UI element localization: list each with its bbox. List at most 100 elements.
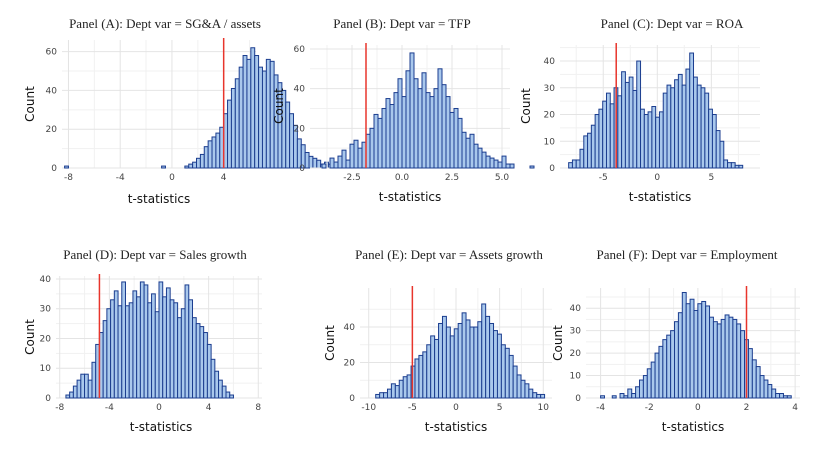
histogram-bar xyxy=(418,354,424,399)
histogram-bar xyxy=(121,281,126,399)
histogram-bar xyxy=(211,136,217,169)
x-tick-label: 4 xyxy=(221,173,227,183)
histogram-bar xyxy=(393,92,399,169)
histogram-bar xyxy=(689,298,695,399)
histogram-bar xyxy=(261,70,267,169)
histogram-bar xyxy=(681,84,687,169)
y-tick-label: 40 xyxy=(40,275,52,285)
histogram-bar xyxy=(632,89,638,169)
histogram-bar xyxy=(406,374,412,399)
histogram-bar xyxy=(154,311,160,399)
histogram-bar xyxy=(199,153,205,169)
histogram-bar xyxy=(654,352,660,399)
histogram-bar xyxy=(728,316,734,399)
y-tick-label: 20 xyxy=(294,124,306,134)
histogram-bar xyxy=(485,155,491,169)
x-tick-label: 5 xyxy=(708,173,714,183)
histogram-bar xyxy=(493,159,499,169)
histogram-bar xyxy=(369,127,375,169)
x-tick-label: 0.0 xyxy=(395,173,410,183)
histogram-bar xyxy=(445,96,451,169)
histogram-bar xyxy=(453,328,459,399)
x-tick-label: -10 xyxy=(361,403,376,413)
histogram-bar xyxy=(210,358,216,399)
histogram-bar xyxy=(128,302,134,399)
histogram-bar xyxy=(496,333,502,399)
histogram-bar xyxy=(195,323,201,399)
histogram-bar xyxy=(662,339,668,399)
y-tick-label: 40 xyxy=(46,86,58,96)
histogram-bar xyxy=(192,161,198,169)
histogram-bar xyxy=(759,375,765,399)
histogram-bar xyxy=(755,366,761,399)
histogram-bar xyxy=(357,147,363,169)
histogram-bar xyxy=(413,78,419,169)
x-tick-label: -2.5 xyxy=(343,173,361,183)
histogram-bar xyxy=(434,338,440,399)
histogram-bar xyxy=(333,161,339,169)
histogram-bar xyxy=(110,299,115,399)
histogram-bar xyxy=(308,155,314,169)
histogram-bar xyxy=(711,114,717,169)
histogram-bar xyxy=(685,303,691,399)
histogram-bar xyxy=(528,388,534,399)
panel-title: Panel (E): Dept var = Assets growth xyxy=(355,247,543,262)
histogram-bar xyxy=(617,95,623,169)
histogram-bar xyxy=(132,290,138,399)
histogram-bar xyxy=(670,87,676,169)
histogram-bar xyxy=(658,345,664,399)
histogram-bar xyxy=(647,111,653,169)
histogram-bar xyxy=(643,114,649,169)
histogram-bar xyxy=(143,284,149,399)
histogram-bar xyxy=(504,347,510,399)
histogram-bar xyxy=(229,394,234,399)
histogram-bar xyxy=(422,351,428,399)
histogram-bar xyxy=(536,393,542,399)
histogram-bar xyxy=(751,359,757,399)
histogram-bar xyxy=(732,318,738,399)
y-axis-label: Count xyxy=(551,325,565,361)
histogram-bar xyxy=(206,343,212,399)
panel-a: Panel (A): Dept var = SG&A / assets t-st… xyxy=(23,16,345,206)
histogram-bar xyxy=(736,323,742,399)
histogram-bar xyxy=(775,393,781,399)
y-tick-label: 40 xyxy=(344,323,356,333)
histogram-bar xyxy=(184,284,190,399)
histogram-bar xyxy=(701,300,707,399)
histogram-bar xyxy=(724,314,730,399)
histogram-bar xyxy=(481,151,487,169)
y-tick-label: 30 xyxy=(570,327,582,337)
y-tick-label: 40 xyxy=(294,85,306,95)
histogram-bar xyxy=(321,163,327,169)
histogram-bar xyxy=(650,361,656,399)
y-tick-label: 10 xyxy=(570,372,582,382)
histogram-bar xyxy=(600,395,605,399)
histogram-bar xyxy=(151,293,156,399)
histogram-bar xyxy=(180,308,186,399)
histogram-bar xyxy=(583,135,589,169)
y-tick-label: 0 xyxy=(575,394,581,404)
histogram-bar xyxy=(246,58,252,169)
histogram-bar xyxy=(345,159,351,169)
x-tick-label: -4 xyxy=(116,173,125,183)
panel-e: Panel (E): Dept var = Assets growth t-st… xyxy=(323,247,552,434)
histogram-bar xyxy=(242,55,248,169)
histogram-bar xyxy=(207,140,213,169)
x-tick-label: 0 xyxy=(169,173,175,183)
x-axis-label: t-statistics xyxy=(662,420,725,434)
histogram-bar xyxy=(681,291,687,399)
histogram-bar xyxy=(696,84,702,169)
histogram-bar xyxy=(390,383,396,399)
histogram-bar xyxy=(723,159,729,169)
panel-title: Panel (B): Dept var = TFP xyxy=(333,16,470,31)
histogram-bar xyxy=(188,299,194,399)
histogram-bar xyxy=(250,47,256,169)
histogram-bar xyxy=(192,317,197,399)
x-axis-label: t-statistics xyxy=(128,192,191,206)
histogram-bar xyxy=(473,326,479,399)
y-tick-label: 0 xyxy=(349,394,355,404)
x-tick-label: 0 xyxy=(695,403,701,413)
histogram-bar xyxy=(258,66,263,169)
histogram-bar xyxy=(113,290,119,399)
x-tick-label: -2 xyxy=(645,403,654,413)
